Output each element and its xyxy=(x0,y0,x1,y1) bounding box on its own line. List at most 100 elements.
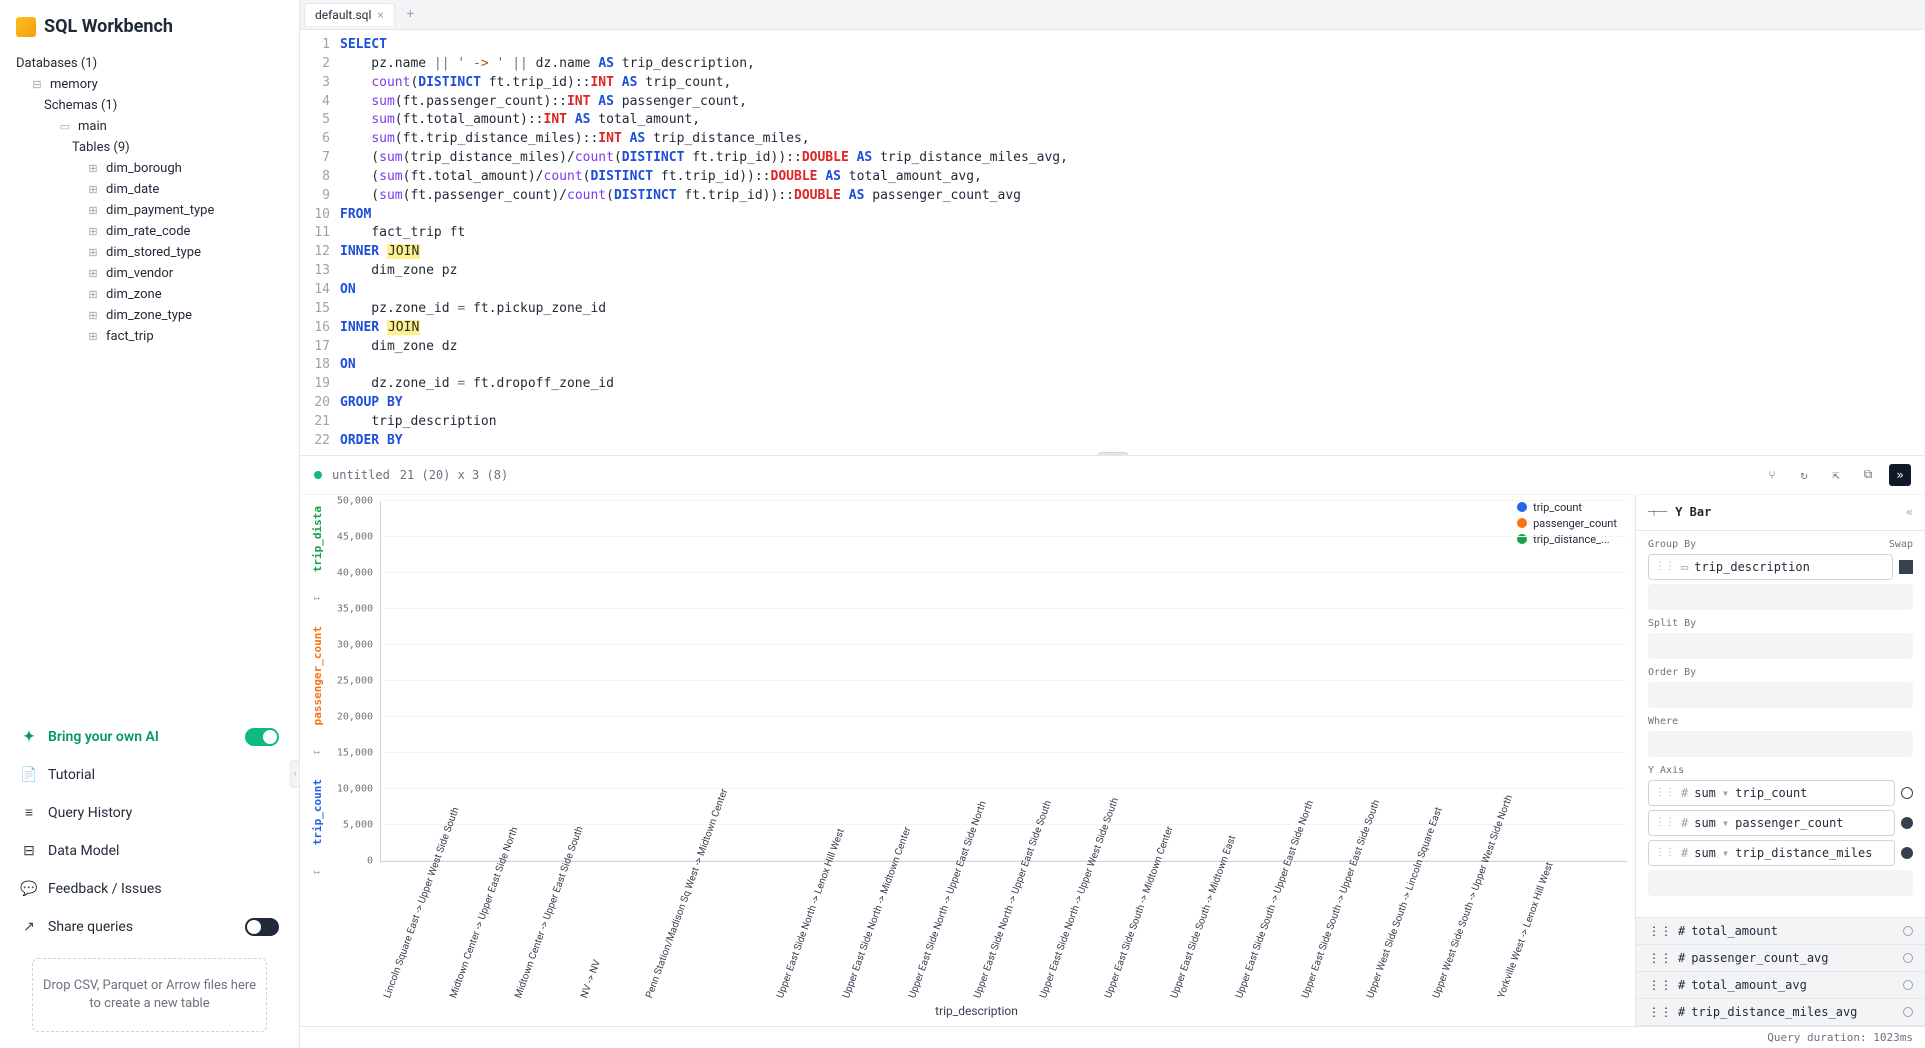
y-axis-field[interactable]: ⋮⋮#sum▾passenger_count xyxy=(1648,810,1895,836)
x-tick-label: Upper East Side North -> Upper East Side… xyxy=(970,866,1032,1002)
share-queries-toggle[interactable]: ↗ Share queries xyxy=(16,908,283,946)
series-shape-icon[interactable] xyxy=(1901,787,1913,799)
x-tick-label: Yorkville West -> Lenox Hill West xyxy=(1494,866,1556,1002)
metric-total_amount_avg[interactable]: ⋮⋮#total_amount_avg xyxy=(1636,972,1925,999)
databases-node[interactable]: Databases (1) xyxy=(16,53,283,74)
metric-passenger_count_avg[interactable]: ⋮⋮#passenger_count_avg xyxy=(1636,945,1925,972)
table-icon: ⊞ xyxy=(86,225,100,239)
panel-collapse-handle[interactable]: ‹ xyxy=(290,760,300,788)
series-shape-icon[interactable] xyxy=(1901,847,1913,859)
grip-icon: ⋮⋮ xyxy=(1648,978,1672,992)
list-icon: ≡ xyxy=(20,804,38,822)
group-by-field[interactable]: ⋮⋮▭trip_description xyxy=(1648,554,1893,580)
status-bar: Query duration: 1023ms xyxy=(300,1026,1925,1048)
table-dim_zone_type[interactable]: ⊞dim_zone_type xyxy=(16,305,283,326)
lower-panel: ‹ trip_dista ↦ passenger_count ↦ trip_co… xyxy=(300,495,1925,1026)
axis-label-distance: trip_dista xyxy=(311,506,324,572)
tables-node[interactable]: Tables (9) xyxy=(16,137,283,158)
file-dropzone[interactable]: Drop CSV, Parquet or Arrow files here to… xyxy=(32,958,267,1032)
y-axis-empty[interactable] xyxy=(1648,870,1913,896)
schema-main[interactable]: ▭main xyxy=(16,116,283,137)
where-field[interactable] xyxy=(1648,731,1913,757)
axis-label-passenger: passenger_count xyxy=(311,626,324,725)
toggle-on-icon[interactable] xyxy=(245,728,279,746)
x-tick-label: Upper East Side North -> Midtown Center xyxy=(839,866,901,1002)
x-tick-label: Upper East Side South -> Midtown Center xyxy=(1101,866,1163,1002)
x-tick-label xyxy=(1560,866,1622,1002)
database-tree: Databases (1) ⊟memory Schemas (1) ▭main … xyxy=(0,53,299,709)
table-dim_stored_type[interactable]: ⊞dim_stored_type xyxy=(16,242,283,263)
query-history-link[interactable]: ≡Query History xyxy=(16,794,283,832)
arrow-icon: ↦ xyxy=(314,867,320,878)
table-fact_trip[interactable]: ⊞fact_trip xyxy=(16,326,283,347)
copy-icon[interactable]: ⧉ xyxy=(1857,464,1879,486)
chart-config-panel: 𝄖⃓𝄖 Y Bar « Group BySwap ⋮⋮▭trip_descrip… xyxy=(1635,495,1925,1026)
metric-total_amount[interactable]: ⋮⋮#total_amount xyxy=(1636,918,1925,945)
table-dim_zone[interactable]: ⊞dim_zone xyxy=(16,284,283,305)
export-icon[interactable]: ⇱ xyxy=(1825,464,1847,486)
expand-icon[interactable]: » xyxy=(1889,464,1911,486)
arrow-icon: ↦ xyxy=(314,593,320,604)
filter-icon[interactable]: ⑂ xyxy=(1761,464,1783,486)
x-tick-label: Upper East Side North -> Lenox Hill West xyxy=(773,866,835,1002)
chart-area: ‹ trip_dista ↦ passenger_count ↦ trip_co… xyxy=(300,495,1635,1026)
grip-icon: ⋮⋮ xyxy=(1655,817,1675,828)
tab-default-sql[interactable]: default.sql × xyxy=(304,3,395,26)
split-by-field[interactable] xyxy=(1648,633,1913,659)
grip-icon: ⋮⋮ xyxy=(1648,924,1672,938)
grip-icon: ⋮⋮ xyxy=(1655,847,1675,858)
table-dim_date[interactable]: ⊞dim_date xyxy=(16,179,283,200)
stack-icon: ⊟ xyxy=(20,842,38,860)
table-icon: ⊞ xyxy=(86,288,100,302)
bring-ai-toggle[interactable]: ✦ Bring your own AI xyxy=(16,718,283,756)
series-shape-icon[interactable] xyxy=(1901,817,1913,829)
sidebar-bottom: ✦ Bring your own AI 📄Tutorial ≡Query His… xyxy=(0,709,299,1032)
share-icon: ↗ xyxy=(20,918,38,936)
y-axis-label: Y Axis xyxy=(1648,765,1684,776)
tutorial-link[interactable]: 📄Tutorial xyxy=(16,756,283,794)
config-header: 𝄖⃓𝄖 Y Bar « xyxy=(1636,495,1925,531)
available-metrics: ⋮⋮#total_amount⋮⋮#passenger_count_avg⋮⋮#… xyxy=(1636,917,1925,1026)
close-icon[interactable]: × xyxy=(377,8,383,22)
x-tick-label: Penn Station/Madison Sq West -> Midtown … xyxy=(642,866,704,1002)
new-tab-button[interactable]: + xyxy=(401,7,420,22)
database-memory[interactable]: ⊟memory xyxy=(16,74,283,95)
grip-icon: ⋮⋮ xyxy=(1655,561,1675,572)
chart-type-label[interactable]: Y Bar xyxy=(1675,505,1711,519)
x-axis-title: trip_description xyxy=(326,1002,1627,1018)
document-icon: 📄 xyxy=(20,766,38,784)
x-tick-label: NV -> NV xyxy=(577,866,639,1002)
circle-icon xyxy=(1903,926,1913,936)
editor-tabbar: default.sql × + xyxy=(300,0,1925,30)
swap-button[interactable]: Swap xyxy=(1889,539,1913,550)
metric-trip_distance_miles_avg[interactable]: ⋮⋮#trip_distance_miles_avg xyxy=(1636,999,1925,1026)
editor-code[interactable]: SELECT pz.name || ' -> ' || dz.name AS t… xyxy=(340,36,1925,451)
table-icon: ⊞ xyxy=(86,183,100,197)
sql-editor[interactable]: 12345678910111213141516171819202122 SELE… xyxy=(300,30,1925,456)
collapse-icon[interactable]: « xyxy=(1906,505,1913,519)
grip-icon: ⋮⋮ xyxy=(1648,951,1672,965)
app-title: SQL Workbench xyxy=(44,16,173,37)
editor-gutter: 12345678910111213141516171819202122 xyxy=(300,36,340,451)
x-tick-label xyxy=(708,866,770,1002)
table-dim_rate_code[interactable]: ⊞dim_rate_code xyxy=(16,221,283,242)
refresh-icon[interactable]: ↻ xyxy=(1793,464,1815,486)
schemas-node[interactable]: Schemas (1) xyxy=(16,95,283,116)
circle-icon xyxy=(1903,1007,1913,1017)
group-by-empty[interactable] xyxy=(1648,584,1913,610)
table-dim_borough[interactable]: ⊞dim_borough xyxy=(16,158,283,179)
sidebar: SQL Workbench Databases (1) ⊟memory Sche… xyxy=(0,0,300,1048)
y-axis-field[interactable]: ⋮⋮#sum▾trip_distance_miles xyxy=(1648,840,1895,866)
data-model-link[interactable]: ⊟Data Model xyxy=(16,832,283,870)
result-toolbar: untitled 21 (20) x 3 (8) ⑂ ↻ ⇱ ⧉ » xyxy=(300,456,1925,495)
square-toggle-icon[interactable] xyxy=(1899,560,1913,574)
order-by-field[interactable] xyxy=(1648,682,1913,708)
circle-icon xyxy=(1903,953,1913,963)
table-dim_payment_type[interactable]: ⊞dim_payment_type xyxy=(16,200,283,221)
y-axis-field[interactable]: ⋮⋮#sum▾trip_count xyxy=(1648,780,1895,806)
x-tick-label: Upper East Side South -> Upper East Side… xyxy=(1297,866,1359,1002)
table-dim_vendor[interactable]: ⊞dim_vendor xyxy=(16,263,283,284)
resize-handle[interactable]: ⋯ xyxy=(1098,452,1128,456)
toggle-off-icon[interactable] xyxy=(245,918,279,936)
feedback-link[interactable]: 💬Feedback / Issues xyxy=(16,870,283,908)
